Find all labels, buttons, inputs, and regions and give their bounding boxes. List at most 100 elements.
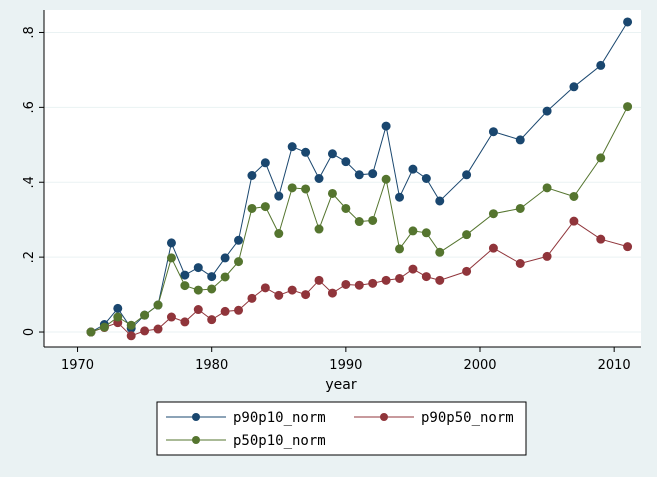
data-point (260, 158, 270, 168)
data-point (435, 275, 445, 285)
data-point (247, 293, 257, 303)
y-tick-label: .4 (22, 176, 37, 188)
x-tick-label: 1970 (61, 358, 94, 373)
data-point (287, 285, 297, 295)
data-point (596, 153, 606, 163)
legend-label: p90p50_norm (421, 410, 514, 426)
data-point (623, 17, 633, 27)
data-point (569, 191, 579, 201)
series-layer (86, 17, 633, 341)
data-point (462, 230, 472, 240)
data-point (327, 288, 337, 298)
data-point (542, 106, 552, 116)
data-point (623, 102, 633, 112)
legend-label: p90p10_norm (233, 410, 326, 426)
data-point (515, 258, 525, 268)
data-point (515, 203, 525, 213)
data-point (247, 171, 257, 181)
data-point (354, 217, 364, 227)
data-point (435, 247, 445, 257)
data-point (234, 305, 244, 315)
legend-label: p50p10_norm (233, 433, 326, 449)
plot-area (44, 10, 641, 347)
data-point (381, 275, 391, 285)
data-point (623, 242, 633, 252)
data-point (153, 300, 163, 310)
data-point (435, 196, 445, 206)
data-point (274, 229, 284, 239)
data-point (421, 272, 431, 282)
data-point (126, 320, 136, 330)
data-point (327, 188, 337, 198)
data-point (368, 278, 378, 288)
series-line (90, 220, 628, 337)
data-point (207, 284, 217, 294)
data-point (153, 324, 163, 334)
data-point (180, 317, 190, 327)
legend-swatch-marker (192, 413, 200, 421)
data-point (287, 183, 297, 193)
data-point (140, 326, 150, 336)
data-point (354, 280, 364, 290)
data-point (274, 290, 284, 300)
data-point (408, 164, 418, 174)
data-point (327, 149, 337, 159)
data-point (247, 203, 257, 213)
legend-box (156, 401, 527, 456)
data-point (488, 127, 498, 137)
data-point (260, 283, 270, 293)
data-point (166, 238, 176, 248)
data-point (207, 315, 217, 325)
series-line (90, 106, 629, 333)
data-point (542, 251, 552, 261)
data-point (408, 226, 418, 236)
y-tick-label: 0 (22, 328, 37, 336)
data-point (341, 279, 351, 289)
legend-swatch-marker (380, 413, 388, 421)
data-point (220, 253, 230, 263)
data-point (301, 184, 311, 194)
data-point (180, 270, 190, 280)
data-point (368, 215, 378, 225)
x-tick-label: 1980 (195, 358, 228, 373)
y-tick-label: .2 (22, 251, 37, 263)
data-point (86, 327, 96, 337)
data-point (395, 244, 405, 254)
x-axis-label: year (325, 377, 356, 393)
legend-item-p50p10_norm: p50p10_norm (166, 433, 326, 449)
data-point (542, 183, 552, 193)
legend-swatch-marker (192, 436, 200, 444)
data-point (140, 310, 150, 320)
data-point (234, 235, 244, 245)
data-point (166, 253, 176, 263)
data-point (207, 272, 217, 282)
x-tick-label: 2000 (463, 358, 496, 373)
legend-item-p90p50_norm: p90p50_norm (354, 410, 514, 426)
data-point (314, 275, 324, 285)
data-point (220, 272, 230, 282)
data-point (180, 281, 190, 291)
data-point (113, 303, 123, 313)
data-point (462, 170, 472, 180)
data-point (260, 202, 270, 212)
data-point (354, 170, 364, 180)
data-point (462, 266, 472, 276)
data-point (395, 273, 405, 283)
y-tick-label: .8 (22, 26, 37, 38)
data-point (488, 243, 498, 253)
series-line (90, 21, 629, 333)
data-point (126, 331, 136, 341)
x-tick-label: 1990 (329, 358, 362, 373)
data-point (274, 191, 284, 201)
data-point (596, 60, 606, 70)
data-point (569, 82, 579, 92)
data-point (287, 142, 297, 152)
data-point (341, 157, 351, 167)
data-point (193, 285, 203, 295)
x-tick-label: 2010 (598, 358, 631, 373)
data-point (569, 216, 579, 226)
data-point (314, 224, 324, 234)
series-p50p10_norm (86, 102, 633, 337)
data-point (408, 264, 418, 274)
